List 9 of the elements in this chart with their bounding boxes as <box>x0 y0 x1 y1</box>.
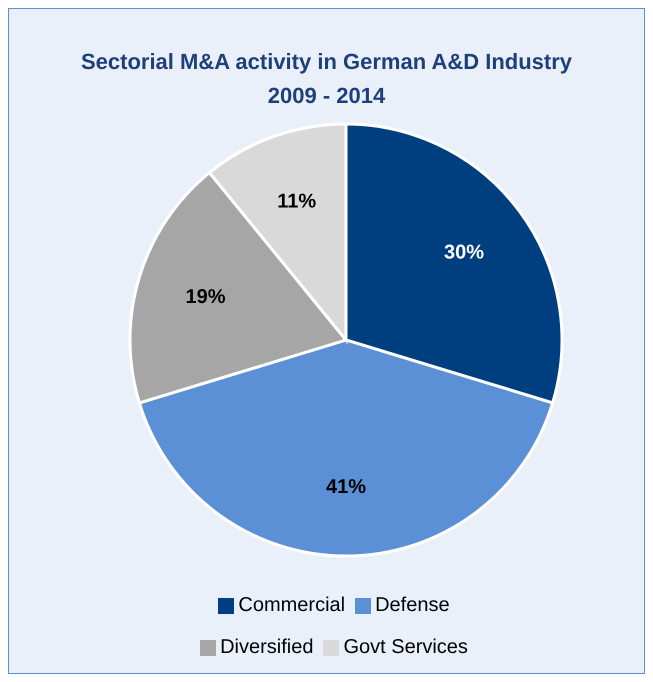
legend-label: Commercial <box>238 594 346 616</box>
data-label: 30% <box>444 242 484 264</box>
legend-label: Defense <box>375 594 450 616</box>
data-label: 19% <box>185 286 226 308</box>
legend-label: Govt Services <box>343 636 468 658</box>
data-label: 41% <box>326 476 366 498</box>
legend-label: Diversified <box>220 636 314 658</box>
chart-title: Sectorial M&A activity in German A&D Industry 2009 - 2014 <box>80 48 574 110</box>
data-label: 11% <box>277 190 316 213</box>
